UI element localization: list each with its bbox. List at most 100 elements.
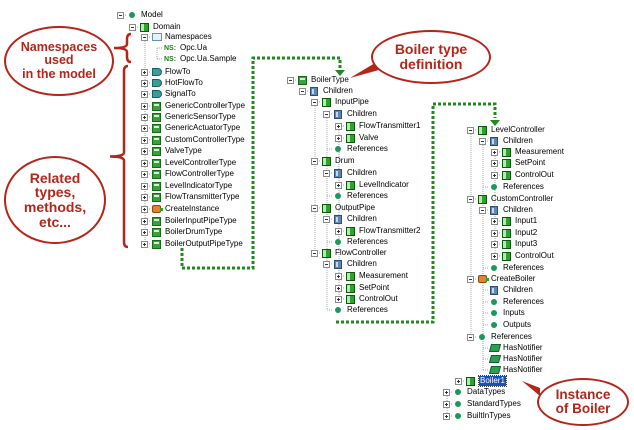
collapse-toggle[interactable] bbox=[467, 276, 474, 283]
expand-toggle[interactable] bbox=[141, 91, 148, 98]
tree1-node-label[interactable]: CreateInstance bbox=[165, 204, 220, 213]
tree3-node-label[interactable]: HasNotifier bbox=[503, 354, 543, 363]
expand-toggle[interactable] bbox=[141, 160, 148, 167]
collapse-toggle[interactable] bbox=[467, 196, 474, 203]
tree3-node-label[interactable]: SetPoint bbox=[515, 158, 546, 167]
tree1-node-label[interactable]: BoilerInputPipeType bbox=[165, 216, 237, 225]
tree3-node-label[interactable]: Children bbox=[503, 205, 533, 214]
tree3-node-label[interactable]: DataTypes bbox=[467, 387, 506, 396]
tree1-node-label[interactable]: Opc.Ua.Sample bbox=[180, 54, 237, 63]
collapse-toggle[interactable] bbox=[467, 127, 474, 134]
tree1-node-label[interactable]: FlowTo bbox=[165, 67, 191, 76]
tree3-node-label[interactable]: BuiltInTypes bbox=[467, 411, 511, 420]
collapse-toggle[interactable] bbox=[311, 99, 318, 106]
expand-toggle[interactable] bbox=[141, 103, 148, 110]
tree1-node-label[interactable]: FlowControllerType bbox=[165, 169, 234, 178]
tree3-node-label[interactable]: Input2 bbox=[515, 228, 538, 237]
tree2-node-label[interactable]: BoilerType bbox=[311, 75, 349, 84]
tree2-node-label[interactable]: Children bbox=[347, 168, 377, 177]
expand-toggle[interactable] bbox=[443, 389, 450, 396]
expand-toggle[interactable] bbox=[141, 206, 148, 213]
expand-toggle[interactable] bbox=[141, 148, 148, 155]
collapse-toggle[interactable] bbox=[287, 77, 294, 84]
collapse-toggle[interactable] bbox=[323, 216, 330, 223]
tree2-node-label[interactable]: Children bbox=[347, 259, 377, 268]
tree1-node-label[interactable]: LevelControllerType bbox=[165, 158, 237, 167]
expand-toggle[interactable] bbox=[141, 80, 148, 87]
expand-toggle[interactable] bbox=[141, 69, 148, 76]
expand-toggle[interactable] bbox=[141, 137, 148, 144]
tree1-node-label[interactable]: BoilerOutputPipeType bbox=[165, 239, 243, 248]
expand-toggle[interactable] bbox=[335, 273, 342, 280]
tree2-node-label[interactable]: References bbox=[347, 305, 388, 314]
tree2-node-label[interactable]: Drum bbox=[335, 156, 355, 165]
tree1-node-label[interactable]: CustomControllerType bbox=[165, 135, 245, 144]
expand-toggle[interactable] bbox=[141, 125, 148, 132]
collapse-toggle[interactable] bbox=[299, 88, 306, 95]
expand-toggle[interactable] bbox=[335, 285, 342, 292]
tree1-node-label[interactable]: GenericSensorType bbox=[165, 112, 236, 121]
tree3-node-label[interactable]: Boiler1 bbox=[478, 375, 507, 387]
tree1-node-label[interactable]: Opc.Ua bbox=[180, 43, 208, 52]
collapse-toggle[interactable] bbox=[323, 111, 330, 118]
tree3-node-label[interactable]: HasNotifier bbox=[503, 365, 543, 374]
expand-toggle[interactable] bbox=[455, 378, 462, 385]
tree3-node-label[interactable]: ControlOut bbox=[515, 170, 554, 179]
tree1-node-label[interactable]: SignalTo bbox=[165, 89, 196, 98]
tree1-node-label[interactable]: ValveType bbox=[165, 146, 202, 155]
tree3-node-label[interactable]: References bbox=[503, 297, 544, 306]
expand-toggle[interactable] bbox=[141, 171, 148, 178]
expand-toggle[interactable] bbox=[141, 229, 148, 236]
expand-toggle[interactable] bbox=[335, 123, 342, 130]
expand-toggle[interactable] bbox=[491, 160, 498, 167]
tree2-node-label[interactable]: FlowController bbox=[335, 248, 387, 257]
tree2-node-label[interactable]: Measurement bbox=[359, 271, 408, 280]
collapse-toggle[interactable] bbox=[129, 24, 136, 31]
expand-toggle[interactable] bbox=[491, 172, 498, 179]
expand-toggle[interactable] bbox=[141, 241, 148, 248]
tree2-node-label[interactable]: FlowTransmitter1 bbox=[359, 121, 421, 130]
expand-toggle[interactable] bbox=[491, 253, 498, 260]
tree3-node-label[interactable]: Inputs bbox=[503, 308, 525, 317]
tree3-node-label[interactable]: Input1 bbox=[515, 216, 538, 225]
tree3-node-label[interactable]: References bbox=[503, 182, 544, 191]
expand-toggle[interactable] bbox=[335, 228, 342, 235]
tree2-node-label[interactable]: Children bbox=[347, 214, 377, 223]
tree2-node-label[interactable]: References bbox=[347, 144, 388, 153]
tree1-node-label[interactable]: Domain bbox=[153, 22, 181, 31]
collapse-toggle[interactable] bbox=[117, 12, 124, 19]
tree1-node-label[interactable]: FlowTransmitterType bbox=[165, 192, 240, 201]
tree3-node-label[interactable]: HasNotifier bbox=[503, 343, 543, 352]
tree2-node-label[interactable]: Children bbox=[323, 86, 353, 95]
tree1-node-label[interactable]: GenericControllerType bbox=[165, 101, 246, 110]
expand-toggle[interactable] bbox=[443, 413, 450, 420]
tree1-node-label[interactable]: HotFlowTo bbox=[165, 78, 203, 87]
tree2-node-label[interactable]: References bbox=[347, 237, 388, 246]
tree2-node-label[interactable]: Children bbox=[347, 109, 377, 118]
collapse-toggle[interactable] bbox=[323, 170, 330, 177]
tree1-node-label[interactable]: Namespaces bbox=[165, 32, 212, 41]
collapse-toggle[interactable] bbox=[467, 334, 474, 341]
tree1-node-label[interactable]: GenericActuatorType bbox=[165, 123, 241, 132]
tree2-node-label[interactable]: OutputPipe bbox=[335, 203, 376, 212]
tree1-node-label[interactable]: LevelIndicatorType bbox=[165, 181, 233, 190]
collapse-toggle[interactable] bbox=[479, 207, 486, 214]
expand-toggle[interactable] bbox=[141, 183, 148, 190]
collapse-toggle[interactable] bbox=[311, 250, 318, 257]
tree2-node-label[interactable]: ControlOut bbox=[359, 294, 398, 303]
tree3-node-label[interactable]: LevelController bbox=[491, 125, 545, 134]
collapse-toggle[interactable] bbox=[479, 138, 486, 145]
expand-toggle[interactable] bbox=[491, 230, 498, 237]
expand-toggle[interactable] bbox=[491, 218, 498, 225]
tree2-node-label[interactable]: InputPipe bbox=[335, 97, 369, 106]
tree3-node-label[interactable]: References bbox=[503, 263, 544, 272]
expand-toggle[interactable] bbox=[141, 114, 148, 121]
tree2-node-label[interactable]: References bbox=[347, 191, 388, 200]
collapse-toggle[interactable] bbox=[311, 205, 318, 212]
tree3-node-label[interactable]: Input3 bbox=[515, 239, 538, 248]
tree2-node-label[interactable]: SetPoint bbox=[359, 283, 390, 292]
tree2-node-label[interactable]: FlowTransmitter2 bbox=[359, 226, 421, 235]
expand-toggle[interactable] bbox=[443, 401, 450, 408]
expand-toggle[interactable] bbox=[335, 135, 342, 142]
expand-toggle[interactable] bbox=[491, 149, 498, 156]
